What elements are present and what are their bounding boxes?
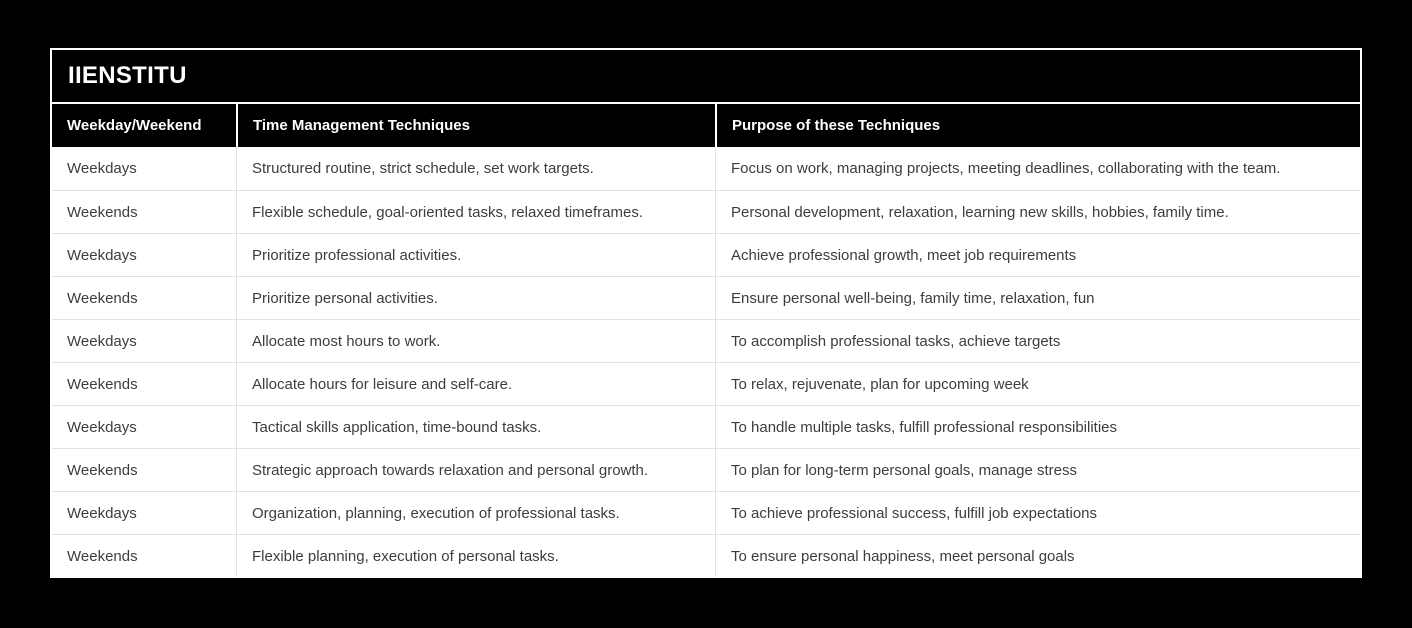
purpose-cell: Ensure personal well-being, family time,… bbox=[715, 277, 1360, 319]
technique-cell: Organization, planning, execution of pro… bbox=[236, 492, 715, 534]
table-row: Weekdays Structured routine, strict sched… bbox=[52, 147, 1360, 190]
technique-cell: Allocate hours for leisure and self-care… bbox=[236, 363, 715, 405]
purpose-cell: To accomplish professional tasks, achiev… bbox=[715, 320, 1360, 362]
table-row: Weekdays Organization, planning, executio… bbox=[52, 491, 1360, 534]
day-cell: Weekends bbox=[67, 375, 138, 393]
table-row: Weekdays Prioritize professional activiti… bbox=[52, 233, 1360, 276]
day-cell: Weekends bbox=[67, 461, 138, 479]
column-header-time-management-techniques: Time Management Techniques bbox=[236, 104, 715, 147]
technique-cell: Allocate most hours to work. bbox=[236, 320, 715, 362]
day-cell: Weekends bbox=[67, 289, 138, 307]
table-body: Weekdays Structured routine, strict sched… bbox=[52, 147, 1360, 577]
purpose-cell: Achieve professional growth, meet job re… bbox=[715, 234, 1360, 276]
table-row: Weekends Allocate hours for leisure and s… bbox=[52, 362, 1360, 405]
column-header-purpose-of-techniques: Purpose of these Techniques bbox=[715, 104, 1360, 147]
day-cell: Weekdays bbox=[67, 418, 137, 436]
purpose-cell: To relax, rejuvenate, plan for upcoming … bbox=[715, 363, 1360, 405]
technique-cell: Tactical skills application, time-bound … bbox=[236, 406, 715, 448]
purpose-cell: To achieve professional success, fulfill… bbox=[715, 492, 1360, 534]
purpose-cell: To ensure personal happiness, meet perso… bbox=[715, 535, 1360, 577]
technique-cell: Prioritize personal activities. bbox=[236, 277, 715, 319]
purpose-cell: Focus on work, managing projects, meetin… bbox=[715, 147, 1360, 190]
table-row: Weekends Flexible planning, execution of … bbox=[52, 534, 1360, 577]
table-header-row: Weekday/Weekend Time Management Techniqu… bbox=[52, 104, 1360, 147]
technique-cell: Structured routine, strict schedule, set… bbox=[236, 147, 715, 190]
technique-cell: Flexible schedule, goal-oriented tasks, … bbox=[236, 191, 715, 233]
day-cell: Weekdays bbox=[67, 332, 137, 350]
day-cell: Weekends bbox=[67, 547, 138, 565]
table-row: Weekends Strategic approach towards relax… bbox=[52, 448, 1360, 491]
purpose-cell: To handle multiple tasks, fulfill profes… bbox=[715, 406, 1360, 448]
column-header-weekday-weekend: Weekday/Weekend bbox=[67, 117, 202, 134]
table-row: Weekends Prioritize personal activities. E… bbox=[52, 276, 1360, 319]
day-cell: Weekdays bbox=[67, 504, 137, 522]
technique-cell: Flexible planning, execution of personal… bbox=[236, 535, 715, 577]
table-row: Weekdays Tactical skills application, tim… bbox=[52, 405, 1360, 448]
table-row: Weekdays Allocate most hours to work. To a… bbox=[52, 319, 1360, 362]
table-row: Weekends Flexible schedule, goal-oriented… bbox=[52, 190, 1360, 233]
day-cell: Weekends bbox=[67, 203, 138, 221]
day-cell: Weekdays bbox=[67, 160, 137, 177]
technique-cell: Prioritize professional activities. bbox=[236, 234, 715, 276]
purpose-cell: Personal development, relaxation, learni… bbox=[715, 191, 1360, 233]
purpose-cell: To plan for long-term personal goals, ma… bbox=[715, 449, 1360, 491]
technique-cell: Strategic approach towards relaxation an… bbox=[236, 449, 715, 491]
day-cell: Weekdays bbox=[67, 246, 137, 264]
brand-title: IIENSTITU bbox=[52, 50, 1360, 104]
time-management-table-card: IIENSTITU Weekday/Weekend Time Managemen… bbox=[50, 48, 1362, 578]
